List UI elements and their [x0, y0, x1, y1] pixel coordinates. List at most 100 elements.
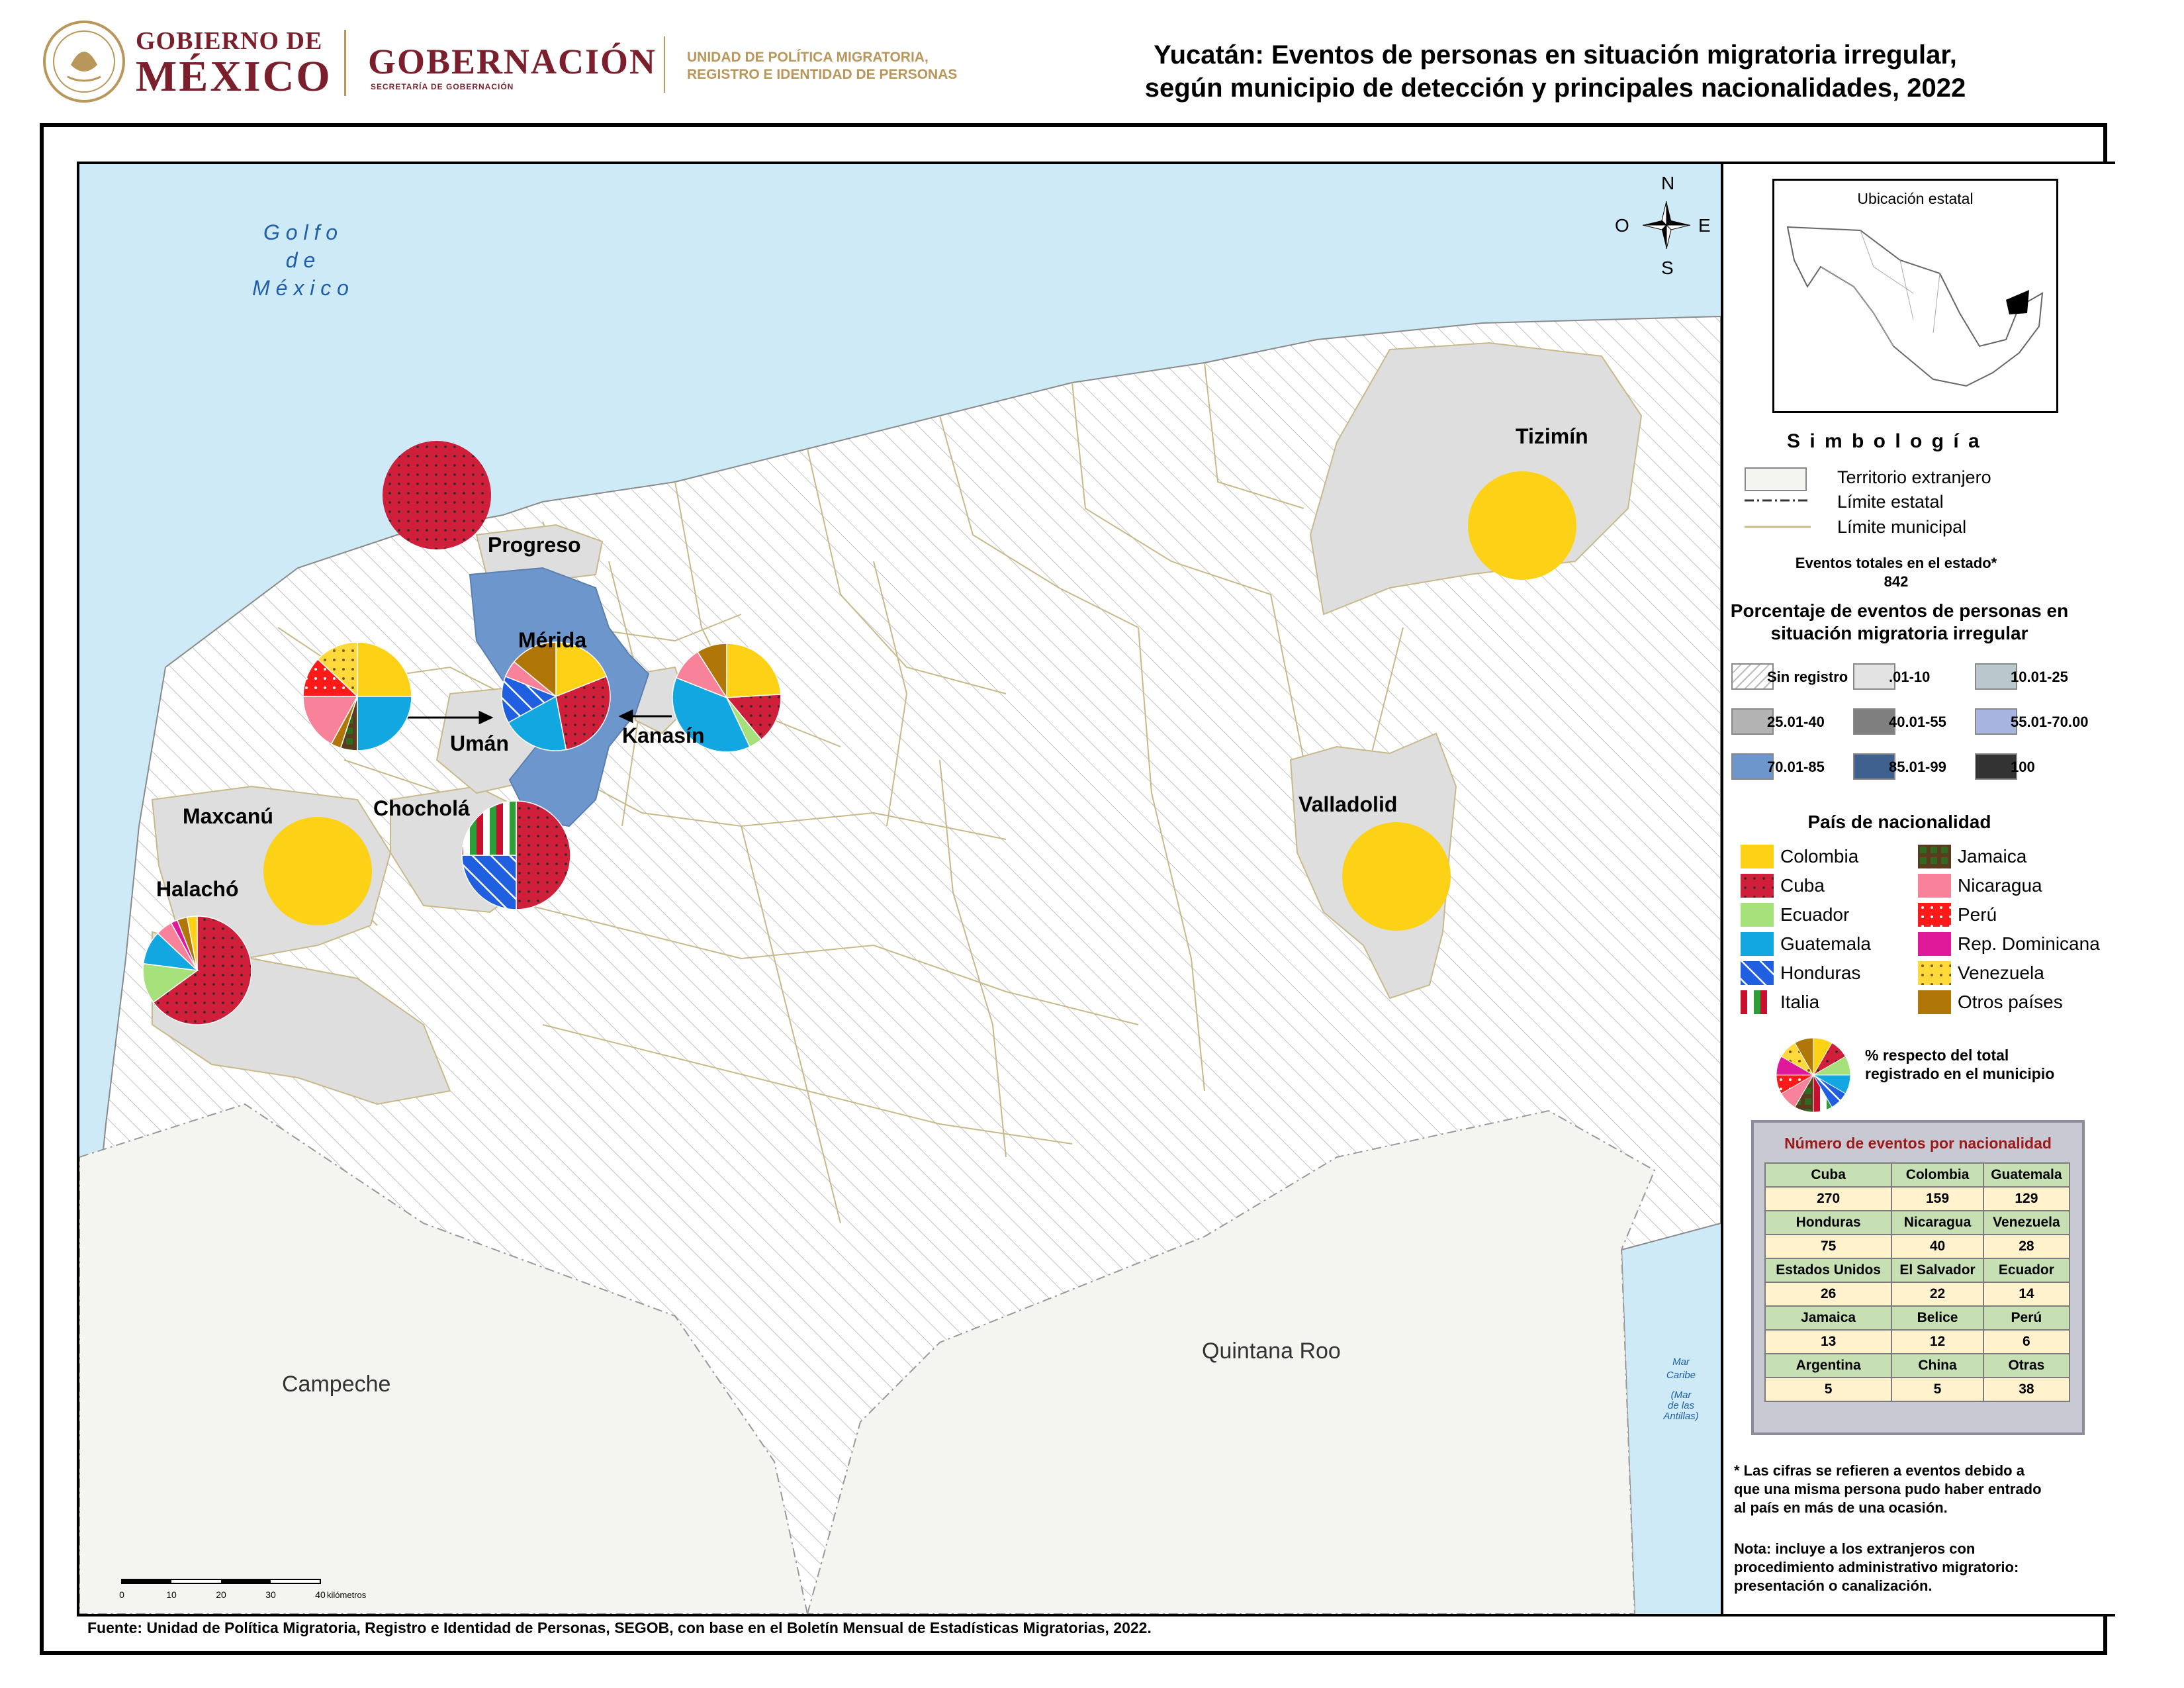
class-label: .01-10 — [1889, 669, 1931, 685]
caribe-label-4: de las — [1668, 1400, 1695, 1411]
table-value-cell: 28 — [1982, 1234, 2071, 1259]
class-label: 40.01-55 — [1889, 714, 1946, 730]
pie-slice-uman-guatemala — [357, 696, 412, 751]
nat-swatch-ecuador — [1741, 903, 1774, 927]
table-value-cell: 5 — [1764, 1377, 1893, 1402]
table-row: Estados Unidos El Salvador Ecuador — [1764, 1258, 2071, 1283]
table-value-cell: 22 — [1891, 1282, 1984, 1307]
table-header-cell: Nicaragua — [1891, 1210, 1984, 1235]
pct-legend-title: Porcentaje de eventos de personas en sit… — [1721, 600, 2078, 645]
label-quintana-roo: Quintana Roo — [1202, 1338, 1341, 1364]
pie-slice-halacho-cuba — [152, 915, 252, 1025]
compass-s: S — [1661, 258, 1674, 278]
table-row: Argentina China Otras — [1764, 1353, 2071, 1378]
nationality-legend-title: País de nacionalidad — [1807, 812, 1991, 832]
label-halacho: Halachó — [156, 877, 238, 901]
table-row: 13 12 6 — [1764, 1329, 2071, 1354]
table-header-cell: Cuba — [1764, 1162, 1893, 1188]
municipal-boundaries — [211, 362, 1437, 1224]
caribe-label-1: Mar — [1672, 1356, 1690, 1368]
title-line2: según municipio de detección y principal… — [1144, 73, 1966, 103]
class-swatch — [1975, 708, 2017, 735]
nat-label-ecuador: Ecuador — [1780, 904, 1850, 925]
table-header-cell: Estados Unidos — [1764, 1258, 1893, 1283]
nat-swatch-guatemala — [1741, 932, 1774, 956]
class-swatch — [1853, 708, 1895, 735]
nat-label-peru: Perú — [1958, 904, 1997, 925]
scale-tick-40: 40 — [315, 1589, 326, 1600]
pie-slice-uman-colombia — [357, 641, 412, 697]
table-header-cell: Venezuela — [1982, 1210, 2071, 1235]
pie-slice-progreso-cuba — [383, 441, 491, 549]
note-1-line1: * Las cifras se refieren a eventos debid… — [1734, 1462, 2025, 1479]
nat-label-italia: Italia — [1780, 992, 1820, 1012]
pct-title-line1: Porcentaje de eventos de personas en — [1730, 600, 2069, 621]
table-row: Cuba Colombia Guatemala — [1764, 1162, 2071, 1188]
table-header-cell: El Salvador — [1891, 1258, 1984, 1283]
pie-slice-chochola-italia — [461, 800, 517, 856]
pie-note-line2: registrado en el municipio — [1865, 1065, 2055, 1082]
pie-slice-chochola-honduras — [461, 855, 517, 910]
table-value-cell: 5 — [1891, 1377, 1984, 1402]
pie-charts-layer — [142, 441, 1576, 1025]
inset-title: Ubicación estatal — [1857, 190, 1974, 207]
label-uman: Umán — [450, 731, 509, 755]
nat-label-venezuela: Venezuela — [1958, 962, 2044, 983]
nat-label-nicaragua: Nicaragua — [1958, 875, 2042, 896]
compass-n: N — [1661, 173, 1674, 193]
table-header-cell: Perú — [1982, 1305, 2071, 1331]
class-label: 85.01-99 — [1889, 759, 1946, 775]
limite-estatal-line — [1745, 499, 1811, 502]
inset-map: Ubicación estatal — [1772, 179, 2058, 413]
table-row: 26 22 14 — [1764, 1282, 2071, 1307]
caribe-label-2: Caribe — [1666, 1370, 1696, 1381]
nat-swatch-rep_dominicana — [1918, 932, 1951, 956]
table-header-cell: Colombia — [1891, 1162, 1984, 1188]
nat-swatch-colombia — [1741, 845, 1774, 868]
unit-line2: REGISTRO E IDENTIDAD DE PERSONAS — [687, 67, 958, 82]
table-header-cell: China — [1891, 1353, 1984, 1378]
caribe-label-5: Antillas) — [1662, 1411, 1698, 1422]
gobierno-line1: GOBIERNO DE — [136, 27, 323, 55]
table-row: 75 40 28 — [1764, 1234, 2071, 1259]
note-2-line3: presentación o canalización. — [1734, 1577, 1933, 1594]
pie-slice-kanasin-cuba — [725, 694, 782, 741]
mexico-outline-icon — [1786, 226, 2044, 387]
nat-swatch-jamaica — [1918, 845, 1951, 868]
nat-label-guatemala: Guatemala — [1780, 933, 1871, 954]
table-value-cell: 6 — [1982, 1329, 2071, 1354]
pie-slice-maxcanu-colombia — [263, 817, 372, 925]
unit-name: UNIDAD DE POLÍTICA MIGRATORIA, REGISTRO … — [687, 49, 972, 83]
page-title: Yucatán: Eventos de personas en situació… — [1046, 38, 2065, 105]
table-header-cell: Belice — [1891, 1305, 1984, 1331]
compass-rose-icon — [1642, 201, 1691, 250]
table-row: 270 159 129 — [1764, 1186, 2071, 1211]
events-table: Cuba Colombia Guatemala 270 159 129 Honduras Ni… — [1764, 1162, 2071, 1402]
table-header-cell: Otras — [1982, 1353, 2071, 1378]
class-swatch — [1975, 753, 2017, 780]
scale-tick-0: 0 — [119, 1589, 124, 1600]
simbologia-title: S i m b o l o g í a — [1787, 430, 1981, 452]
pie-slice-merida-cuba — [555, 675, 611, 751]
class-label: Sin registro — [1767, 669, 1848, 685]
pie-slice-uman-nicaragua — [302, 696, 359, 745]
nat-swatch-venezuela — [1918, 961, 1951, 985]
nat-swatch-nicaragua — [1918, 874, 1951, 898]
class-swatch — [1731, 753, 1774, 780]
pie-slice-chochola-cuba — [516, 800, 571, 910]
table-row: Honduras Nicaragua Venezuela — [1764, 1210, 2071, 1235]
class-label: 25.01-40 — [1767, 714, 1825, 730]
campeche-area — [79, 1103, 809, 1614]
note-1-line2: que una misma persona pudo haber entrado — [1734, 1481, 2042, 1497]
sample-slice-otros — [1794, 1037, 1814, 1076]
scale-bar — [121, 1579, 321, 1584]
compass-e: E — [1698, 215, 1711, 236]
class-swatch — [1975, 663, 2017, 690]
nat-label-jamaica: Jamaica — [1958, 846, 2027, 867]
limite-municipal-label: Límite municipal — [1837, 517, 1967, 537]
scale-tick-20: 20 — [216, 1589, 226, 1600]
nat-label-colombia: Colombia — [1780, 846, 1859, 867]
table-header-cell: Ecuador — [1982, 1258, 2071, 1283]
table-header-cell: Argentina — [1764, 1353, 1893, 1378]
label-kanasin: Kanasín — [622, 724, 704, 747]
